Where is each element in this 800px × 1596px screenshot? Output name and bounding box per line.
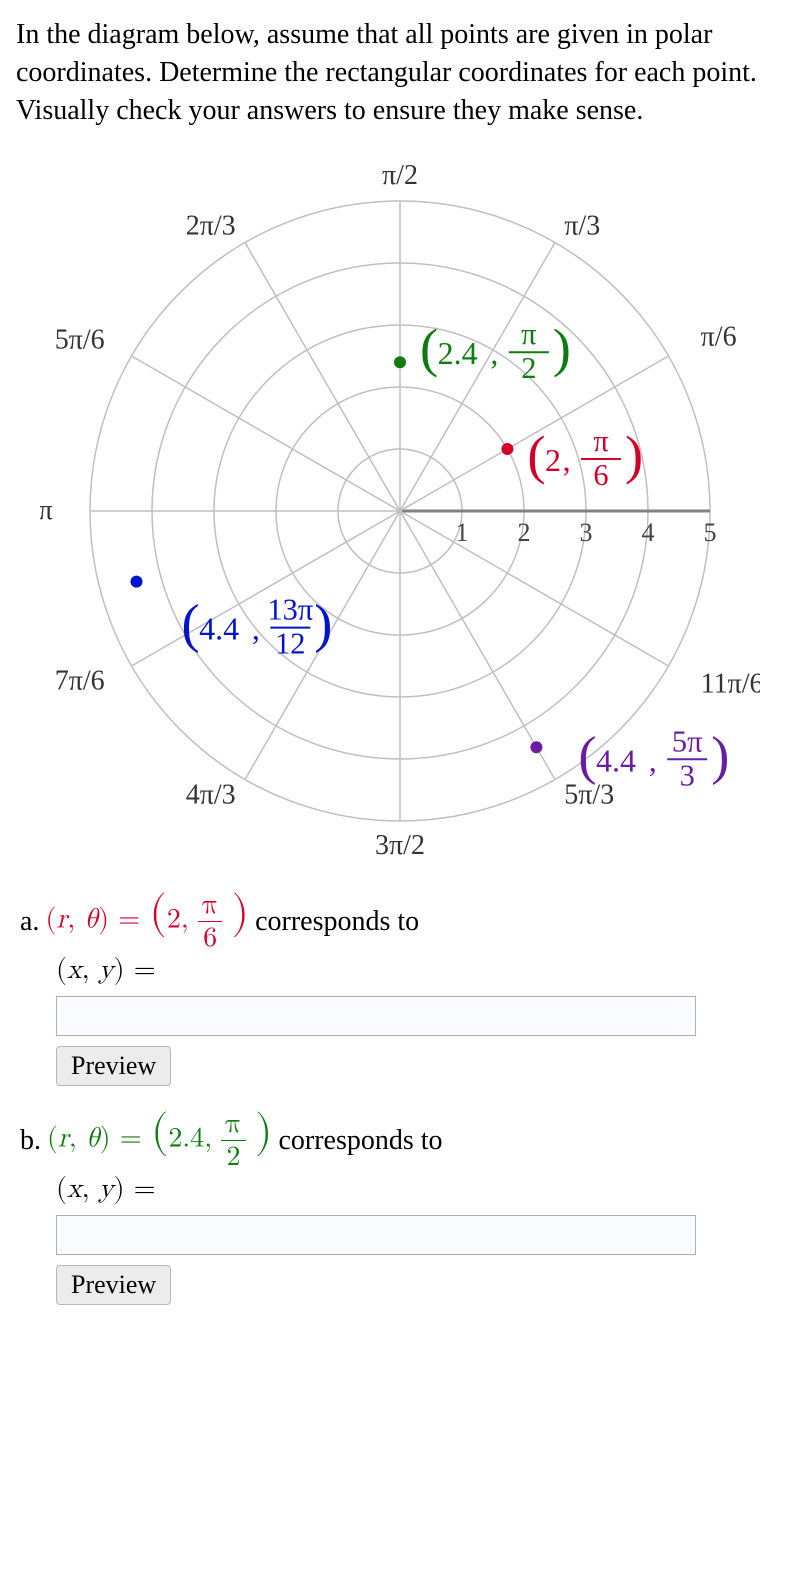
svg-text:3: 3: [680, 759, 695, 793]
svg-text:12: 12: [275, 627, 305, 661]
corresponds-to-text: corresponds to: [255, 903, 419, 941]
svg-text:2: 2: [545, 442, 561, 478]
angle-label: π/2: [382, 161, 418, 192]
angle-label: 2π/3: [186, 211, 236, 242]
polar-chart: 12345π/6π/3π/22π/35π/6π7π/64π/33π/25π/31…: [40, 141, 760, 871]
radial-tick-label: 1: [456, 518, 469, 547]
answer-input[interactable]: [56, 1215, 696, 1255]
preview-button[interactable]: Preview: [56, 1046, 171, 1086]
pt-blue-label: (4.4,13π12): [181, 593, 332, 661]
angle-label: 5π/6: [55, 325, 105, 356]
radial-tick-label: 5: [704, 518, 717, 547]
svg-text:π: π: [593, 424, 608, 458]
angle-label: π/3: [564, 211, 600, 242]
svg-text:,: ,: [490, 336, 498, 372]
svg-text:5π: 5π: [672, 725, 703, 759]
angle-label: 7π/6: [55, 666, 105, 697]
corresponds-to-text: corresponds to: [278, 1122, 442, 1160]
svg-text:2.4: 2.4: [438, 336, 478, 372]
question-part: b. (r, θ) = (2.4, π2 ) corresponds to (x…: [20, 1110, 780, 1305]
radial-tick-label: 3: [580, 518, 593, 547]
svg-text:(: (: [578, 726, 596, 786]
svg-text:): ): [314, 594, 332, 654]
svg-text:4.4: 4.4: [596, 743, 636, 779]
svg-text:π: π: [521, 318, 536, 352]
pt-green: [394, 357, 406, 369]
xy-label: (x, y) =: [56, 952, 780, 990]
preview-button[interactable]: Preview: [56, 1265, 171, 1305]
svg-text:4.4: 4.4: [199, 611, 239, 647]
angle-label: π: [40, 495, 53, 526]
part-letter: a.: [20, 903, 39, 941]
polar-coord-given: (r, θ) = (2.4, π2 ): [47, 1110, 272, 1171]
angle-label: π/6: [701, 322, 737, 353]
pt-red: [501, 443, 513, 455]
svg-text:): ): [553, 319, 571, 379]
question-text: In the diagram below, assume that all po…: [16, 16, 784, 129]
angle-label: 4π/3: [186, 780, 236, 811]
polar-coord-given: (r, θ) = (2, π6 ): [45, 891, 249, 952]
question-part: a. (r, θ) = (2, π6 ) corresponds to (x, …: [20, 891, 780, 1086]
svg-text:,: ,: [252, 611, 260, 647]
svg-text:2: 2: [521, 352, 536, 386]
radial-tick-label: 2: [518, 518, 531, 547]
svg-text:): ): [711, 726, 729, 786]
radial-tick-label: 4: [642, 518, 655, 547]
svg-text:(: (: [181, 594, 199, 654]
angle-label: 11π/6: [701, 669, 760, 700]
svg-text:6: 6: [593, 458, 608, 492]
svg-text:13π: 13π: [267, 593, 313, 627]
pt-purple: [530, 742, 542, 754]
pt-red-label: (2, π6): [527, 424, 643, 492]
svg-text:,: ,: [649, 743, 657, 779]
xy-label: (x, y) =: [56, 1171, 780, 1209]
pt-blue: [130, 576, 142, 588]
svg-text:(: (: [420, 319, 438, 379]
svg-text:(: (: [527, 425, 545, 485]
part-letter: b.: [20, 1122, 41, 1160]
pt-green-label: (2.4, π2): [420, 318, 571, 386]
angle-label: 3π/2: [375, 830, 425, 861]
svg-text:,: ,: [563, 442, 571, 478]
answer-input[interactable]: [56, 996, 696, 1036]
svg-text:): ): [625, 425, 643, 485]
